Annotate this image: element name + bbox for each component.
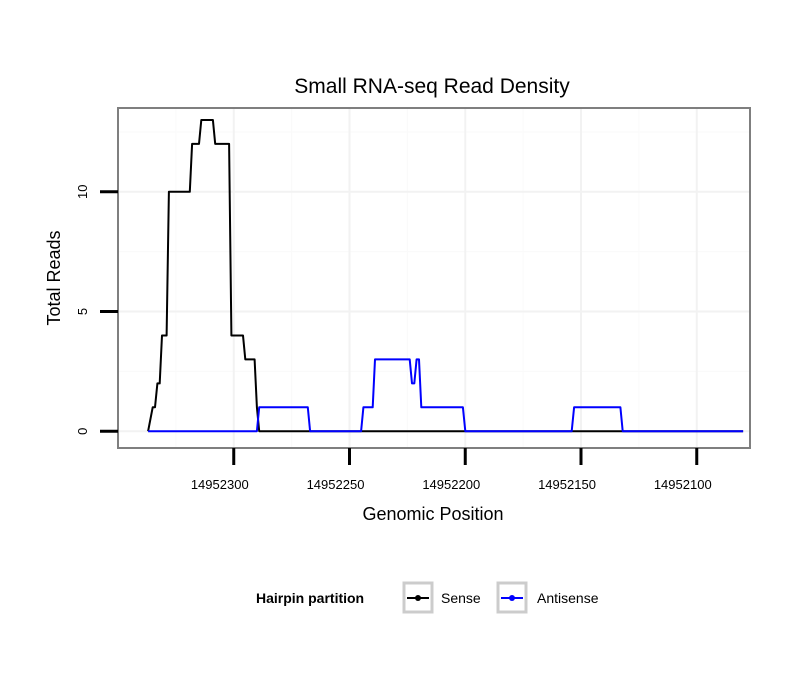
chart-title: Small RNA-seq Read Density — [294, 75, 570, 98]
x-axis: 14952300 14952250 14952200 14952150 14952100 — [191, 448, 712, 492]
legend-title: Hairpin partition — [256, 590, 364, 606]
x-tick-label: 14952200 — [422, 477, 480, 492]
series-line-sense — [147, 119, 744, 433]
legend: Hairpin partition Sense Antisense — [256, 581, 599, 614]
series-lines — [147, 119, 744, 433]
x-axis-title: Genomic Position — [362, 504, 503, 524]
y-tick-label: 5 — [75, 308, 90, 315]
plot-panel — [117, 107, 751, 449]
legend-entry-antisense: Antisense — [496, 581, 599, 614]
legend-label-sense: Sense — [441, 590, 481, 606]
x-tick-label: 14952100 — [654, 477, 712, 492]
y-axis: 0 5 10 — [75, 185, 118, 435]
y-tick-label: 0 — [75, 428, 90, 435]
x-tick-label: 14952300 — [191, 477, 249, 492]
y-tick-label: 10 — [75, 185, 90, 199]
x-tick-label: 14952250 — [307, 477, 365, 492]
series-line-antisense — [148, 358, 744, 433]
x-tick-label: 14952150 — [538, 477, 596, 492]
legend-point-antisense — [509, 595, 515, 601]
legend-label-antisense: Antisense — [537, 590, 599, 606]
legend-entry-sense: Sense — [402, 581, 481, 614]
legend-point-sense — [415, 595, 421, 601]
y-axis-title: Total Reads — [44, 230, 64, 325]
